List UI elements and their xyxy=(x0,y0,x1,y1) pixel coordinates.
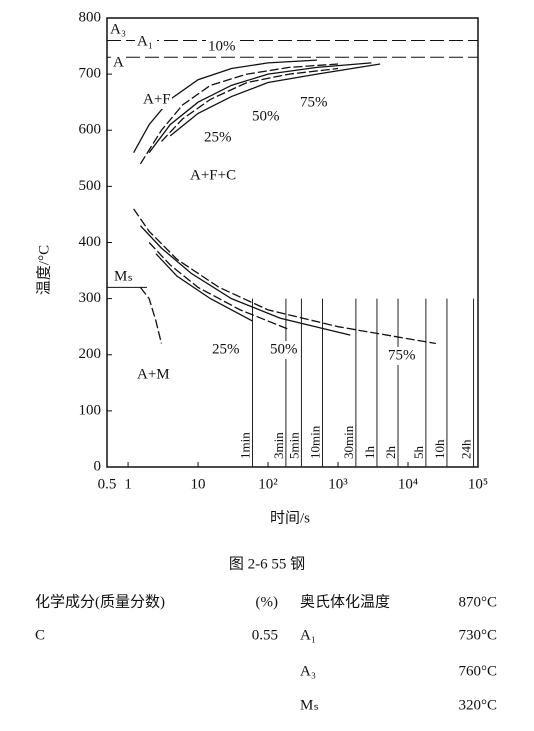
x-tick-label: 10² xyxy=(258,476,278,492)
annotation-bg xyxy=(386,347,417,365)
y-tick-label: 500 xyxy=(79,178,102,194)
annotation-bg xyxy=(135,366,166,384)
x-tick-label: 10⁵ xyxy=(468,476,488,492)
x-tick-label: 10⁴ xyxy=(398,476,418,492)
composition-header: 化学成分(质量分数) xyxy=(35,593,165,610)
temp-value: 730°C xyxy=(458,627,497,643)
transformation-curve xyxy=(139,63,339,165)
y-axis-label: 温度/°C xyxy=(35,245,52,295)
annotation-bg xyxy=(135,33,157,51)
annotation: A xyxy=(113,54,124,70)
y-tick-label: 300 xyxy=(79,290,102,306)
annotation-bg xyxy=(206,38,237,56)
annotation-bg xyxy=(298,94,329,112)
annotation: A+F+C xyxy=(190,167,236,183)
annotation-bg xyxy=(141,91,172,109)
annotation: 10% xyxy=(208,38,236,54)
y-tick-label: 200 xyxy=(79,346,102,362)
temp-name: 奥氏体化温度 xyxy=(300,593,390,610)
annotation-bg xyxy=(202,129,233,147)
annotation-bg xyxy=(111,54,124,72)
time-label: 5h xyxy=(411,446,426,460)
transformation-curve xyxy=(139,287,163,344)
annotation-bg xyxy=(112,268,134,286)
temp-name: Mₛ xyxy=(300,697,319,713)
y-tick-label: 600 xyxy=(79,122,102,138)
annotation-bg xyxy=(210,341,241,359)
element-content: 0.55 xyxy=(252,627,278,643)
temp-name: A₁ xyxy=(300,627,316,643)
time-label: 1h xyxy=(362,446,377,460)
time-label: 3min xyxy=(271,432,286,459)
time-label: 10h xyxy=(432,439,447,459)
annotation: 25% xyxy=(204,129,232,145)
transformation-curve xyxy=(139,225,351,336)
time-label: 10min xyxy=(307,425,322,459)
x-tick-label: 1 xyxy=(124,476,132,492)
temp-name: A₃ xyxy=(300,663,316,679)
time-label: 2h xyxy=(383,446,398,460)
transformation-curve xyxy=(148,242,290,331)
annotation: A₃ xyxy=(110,21,126,37)
transformation-curve xyxy=(133,208,436,345)
annotation: 50% xyxy=(270,341,298,357)
temp-value: 320°C xyxy=(458,697,497,713)
caption: 图 2-6 55 钢 xyxy=(229,555,305,572)
time-label: 1min xyxy=(237,432,252,459)
y-tick-label: 400 xyxy=(79,234,102,250)
annotation: A+M xyxy=(137,366,170,382)
transformation-curve xyxy=(160,67,339,142)
time-label: 5min xyxy=(286,432,301,459)
x-tick-label: 0.5 xyxy=(98,476,117,492)
transformation-curve xyxy=(133,59,317,154)
element: C xyxy=(35,627,45,643)
temp-value: 760°C xyxy=(458,663,497,679)
transformation-curve xyxy=(169,63,381,137)
time-label: 24h xyxy=(459,439,474,459)
composition-unit: (%) xyxy=(256,594,279,610)
annotation: 25% xyxy=(212,341,240,357)
annotation-bg xyxy=(108,21,130,39)
transformation-curve xyxy=(155,253,253,322)
annotation: A+F xyxy=(143,91,171,107)
y-tick-label: 800 xyxy=(79,9,102,25)
x-axis-label: 时间/s xyxy=(270,509,310,526)
annotation: Mₛ xyxy=(114,268,133,284)
annotation-bg xyxy=(188,167,252,185)
plot-frame xyxy=(106,17,479,468)
transformation-curve xyxy=(148,62,372,154)
annotation-bg xyxy=(250,108,281,126)
temp-value: 870°C xyxy=(458,594,497,610)
y-tick-label: 700 xyxy=(79,66,102,82)
x-tick-label: 10 xyxy=(191,476,206,492)
time-label: 30min xyxy=(341,425,356,459)
y-tick-label: 100 xyxy=(79,402,102,418)
annotation: A₁ xyxy=(137,33,153,49)
annotation: 75% xyxy=(300,94,328,110)
annotation-bg xyxy=(268,341,299,359)
x-tick-label: 10³ xyxy=(328,476,348,492)
annotation: 50% xyxy=(252,108,280,124)
y-tick-label: 0 xyxy=(94,458,102,474)
annotation: 75% xyxy=(388,347,416,363)
